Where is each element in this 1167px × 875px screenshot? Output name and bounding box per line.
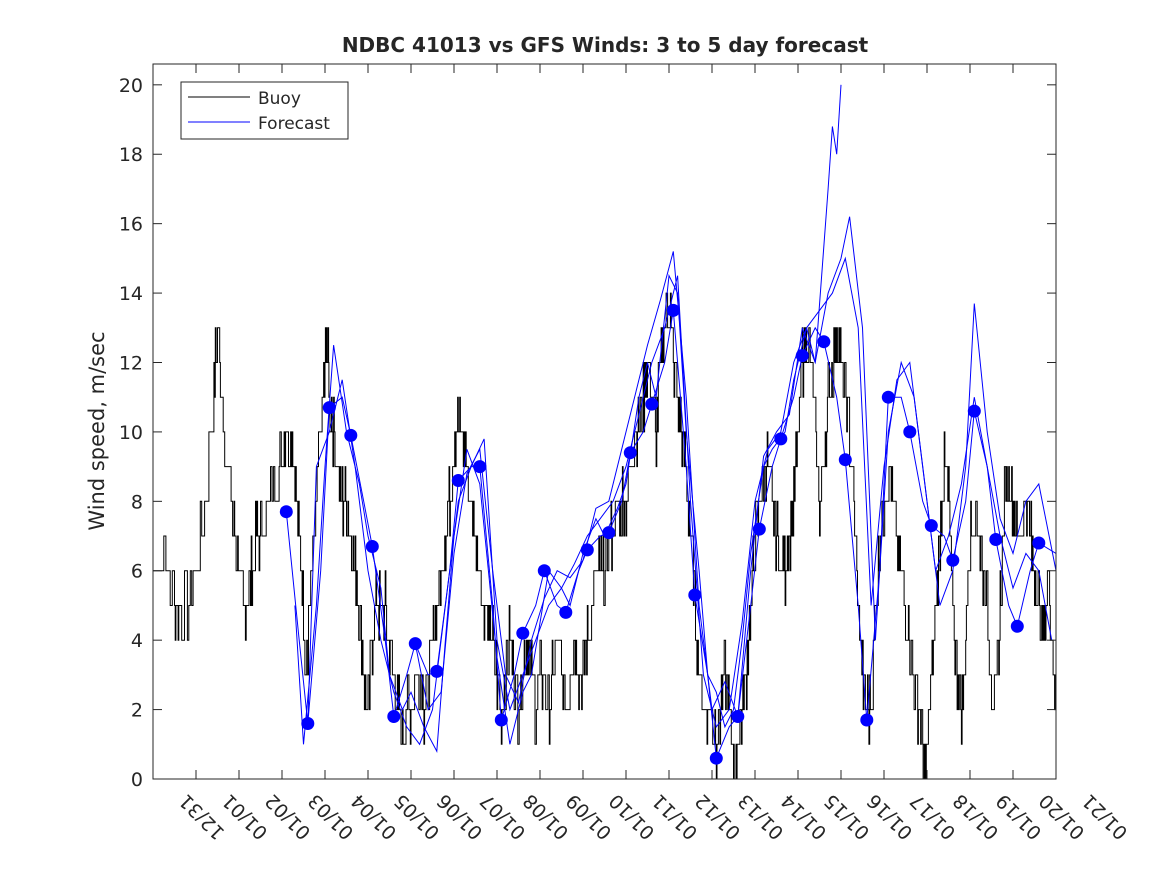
forecast-marker — [1010, 619, 1024, 633]
legend-box — [180, 81, 349, 140]
forecast-marker — [774, 432, 788, 446]
forecast-marker — [279, 505, 293, 519]
forecast-marker — [688, 588, 702, 602]
legend-label-forecast: Forecast — [258, 114, 330, 134]
buoy-line — [153, 292, 1056, 779]
y-tick-label: 0 — [131, 769, 143, 791]
y-tick-label: 20 — [119, 75, 143, 97]
y-tick-label: 8 — [131, 491, 143, 513]
forecast-marker — [946, 553, 960, 567]
forecast-marker — [989, 533, 1003, 546]
forecast-marker — [430, 664, 444, 678]
forecast-marker — [451, 474, 465, 487]
forecast-marker — [881, 390, 895, 404]
forecast-marker — [731, 710, 745, 723]
forecast-marker — [473, 460, 487, 474]
forecast-marker — [559, 605, 573, 619]
y-tick-label: 4 — [131, 630, 143, 652]
forecast-marker — [301, 717, 315, 730]
forecast-marker — [365, 540, 379, 553]
forecast-marker — [860, 713, 874, 727]
forecast-marker — [645, 397, 659, 411]
y-tick-label: 6 — [131, 561, 143, 583]
forecast-markers — [279, 303, 1046, 765]
forecast-marker — [387, 710, 401, 723]
forecast-marker — [516, 626, 530, 640]
forecast-marker — [494, 713, 508, 727]
forecast-marker — [602, 526, 616, 540]
y-tick-label: 18 — [119, 144, 143, 166]
forecast-marker — [924, 519, 938, 533]
forecast-marker — [838, 453, 852, 467]
forecast-marker — [623, 446, 637, 460]
y-tick-label: 14 — [119, 283, 143, 305]
plot-frame — [152, 63, 1057, 780]
forecast-marker — [903, 425, 917, 439]
legend: Buoy Forecast — [180, 81, 349, 140]
buoy-series — [153, 292, 1056, 779]
forecast-marker — [322, 401, 336, 415]
forecast-marker — [752, 522, 766, 536]
forecast-marker — [408, 637, 422, 651]
plot-area — [153, 84, 1056, 779]
y-tick-label: 16 — [119, 214, 143, 236]
forecast-marker — [709, 751, 723, 765]
forecast-marker — [666, 303, 680, 317]
legend-label-buoy: Buoy — [258, 89, 301, 109]
y-tick-label: 2 — [131, 700, 143, 722]
forecast-marker — [795, 349, 809, 363]
forecast-marker — [967, 404, 981, 418]
forecast-marker — [817, 335, 831, 349]
y-axis-label: Wind speed, m/sec — [85, 331, 109, 530]
forecast-marker — [537, 564, 551, 578]
forecast-marker — [580, 543, 594, 557]
y-tick-label: 12 — [119, 352, 143, 374]
y-tick-label: 10 — [119, 422, 143, 444]
forecast-marker — [344, 428, 358, 442]
chart-title: NDBC 41013 vs GFS Winds: 3 to 5 day fore… — [342, 33, 869, 57]
forecast-marker — [1032, 536, 1046, 550]
